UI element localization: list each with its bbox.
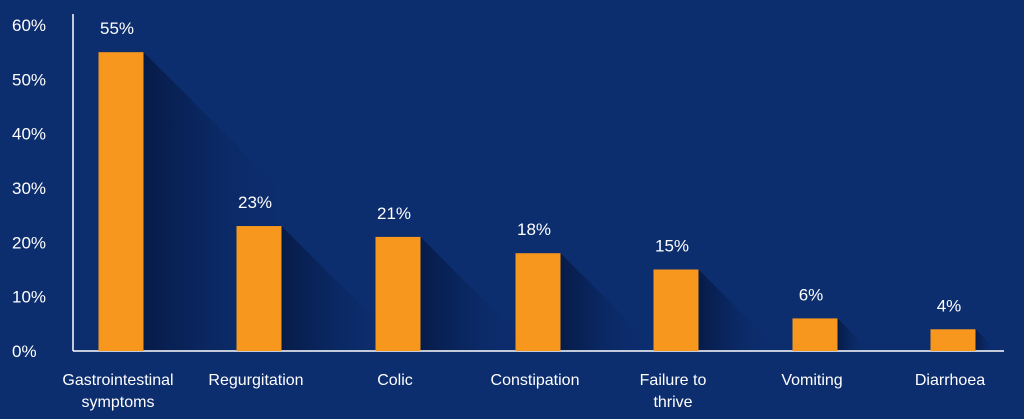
- category-label: Regurgitation: [208, 372, 303, 389]
- bar: [236, 226, 282, 351]
- bar-shadow: [420, 236, 529, 351]
- bar: [930, 329, 976, 351]
- category-label: symptoms: [82, 394, 155, 411]
- bar: [515, 253, 561, 351]
- data-label: 21%: [377, 204, 411, 223]
- y-tick-label: 20%: [12, 233, 46, 252]
- category-label: Constipation: [491, 372, 580, 389]
- data-label: 55%: [100, 19, 134, 38]
- y-tick-label: 50%: [12, 70, 46, 89]
- category-label: Vomiting: [781, 372, 842, 389]
- bar-shadow: [975, 329, 997, 351]
- bar: [792, 318, 838, 351]
- category-label: thrive: [653, 394, 692, 411]
- y-tick-label: 0%: [12, 342, 37, 361]
- data-label: 23%: [238, 193, 272, 212]
- labels: 0% 10% 20% 30% 40% 50% 60% 55% Gastrointestinal s…: [12, 16, 985, 411]
- category-label: Gastrointestinal: [62, 372, 173, 389]
- y-tick-label: 30%: [12, 179, 46, 198]
- data-label: 6%: [799, 285, 824, 304]
- bar-shadow: [698, 269, 776, 351]
- bar: [653, 269, 699, 351]
- y-tick-label: 40%: [12, 125, 46, 144]
- data-label: 15%: [655, 237, 689, 256]
- bar: [98, 52, 144, 352]
- category-label: Diarrhoea: [915, 372, 985, 389]
- category-label: Failure to: [640, 372, 707, 389]
- bar-shadow: [837, 318, 869, 351]
- data-label: 18%: [517, 220, 551, 239]
- bar-shadow: [560, 253, 654, 351]
- bar-shadow: [281, 226, 401, 351]
- y-tick-label: 60%: [12, 16, 46, 35]
- bar: [375, 236, 421, 351]
- y-tick-label: 10%: [12, 288, 46, 307]
- category-label: Colic: [377, 372, 413, 389]
- bars: [98, 52, 976, 352]
- data-label: 4%: [937, 296, 962, 315]
